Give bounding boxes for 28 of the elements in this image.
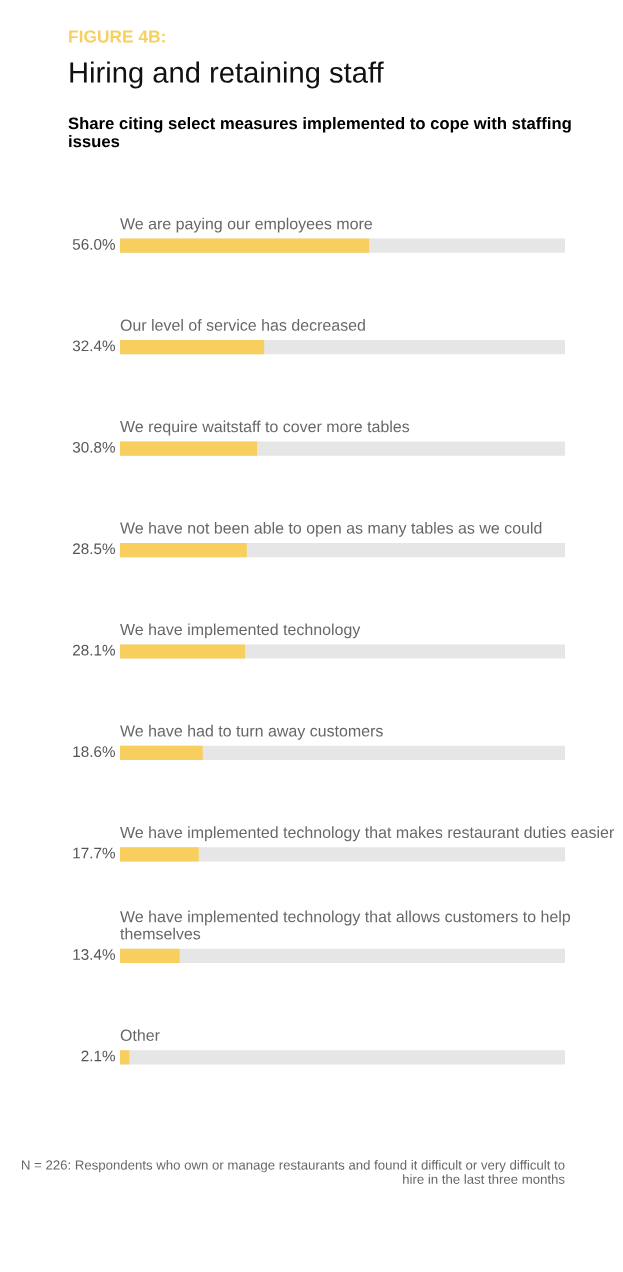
data-label: 18.6% xyxy=(73,746,116,758)
data-label: 28.1% xyxy=(73,644,116,656)
bar xyxy=(120,1050,130,1065)
y-tick-label: We have implemented technology that allows customers to help themselves xyxy=(120,910,571,940)
y-tick-label: We have implemented technology xyxy=(120,623,361,639)
bar xyxy=(120,847,199,862)
data-label: 17.7% xyxy=(73,847,116,859)
chart-subtitle: Share citing select measures implemented to cope with staffing issues xyxy=(68,117,571,148)
data-label: 32.4% xyxy=(72,340,116,352)
caption: FIGURE 4B: xyxy=(69,30,165,43)
bar xyxy=(120,441,258,456)
y-tick-label: Other xyxy=(120,1029,160,1041)
y-tick-label: We have not been able to open as many tables as we could xyxy=(120,521,542,537)
chart-title: Hiring and retaining staff xyxy=(70,61,384,89)
y-tick-label: Our level of service has decreased xyxy=(120,319,365,331)
bar xyxy=(120,644,246,659)
data-label: 2.1% xyxy=(81,1050,116,1062)
data-label: 30.8% xyxy=(72,441,116,453)
text: N = 226: Respondents who own or manage restaurants and found it difficult or very difficult to hire in the last three months xyxy=(22,1160,565,1184)
y-tick-label: We require waitstaff to cover more tables xyxy=(120,420,410,436)
data-label: 13.4% xyxy=(73,949,116,960)
y-tick-label: We have had to turn away customers xyxy=(120,724,383,740)
data-label: 28.5% xyxy=(73,543,116,555)
bar xyxy=(120,745,203,761)
bar xyxy=(120,948,180,963)
data-label: 56.0% xyxy=(72,239,116,250)
y-tick-label: We are paying our employees more xyxy=(120,217,373,233)
y-tick-label: We have implemented technology that makes restaurant duties easier xyxy=(120,826,614,842)
